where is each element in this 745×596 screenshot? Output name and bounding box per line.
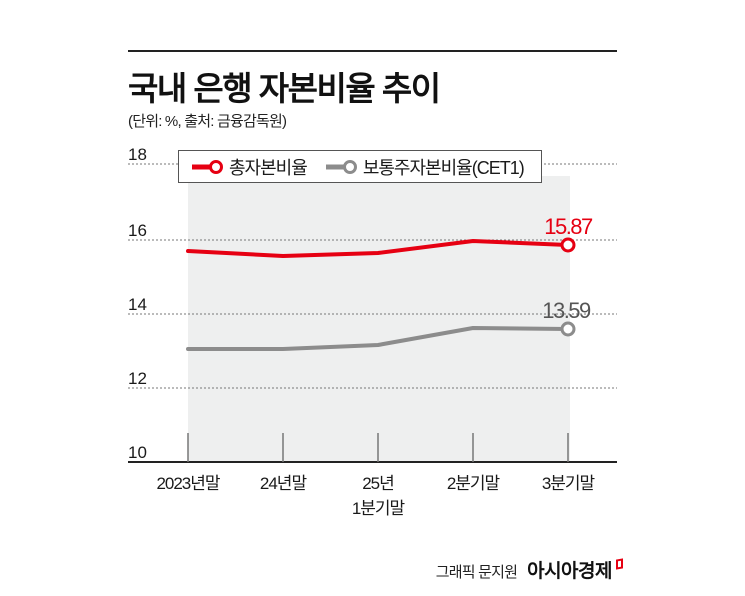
red-line-marker-icon bbox=[192, 159, 223, 174]
publisher-logo: 아시아경제 bbox=[527, 561, 612, 582]
x-label-25q1-line2: 1분기말 bbox=[352, 499, 406, 518]
legend-item-total-capital: 총자본비율 bbox=[191, 154, 308, 180]
title-rule bbox=[128, 50, 617, 52]
x-label-q3: 3분기말 bbox=[542, 474, 596, 493]
gray-line-marker-icon bbox=[325, 159, 357, 174]
brand-mark-icon bbox=[616, 558, 623, 570]
x-label-24: 24년말 bbox=[260, 474, 308, 493]
x-label-25q1-line1: 25년 bbox=[362, 474, 394, 493]
chart-legend: 총자본비율 보통주자본비율(CET1) bbox=[178, 150, 542, 183]
series-cet1-line bbox=[186, 326, 570, 351]
series-total-capital-line bbox=[186, 239, 570, 258]
total-last-value-label: 15.87 bbox=[544, 214, 593, 239]
plot-shade bbox=[188, 176, 570, 462]
legend-item-cet1: 보통주자본비율(CET1) bbox=[325, 154, 525, 180]
legend-label-total-capital: 총자본비율 bbox=[229, 157, 308, 178]
y-axis-labels: 18 16 14 12 10 bbox=[128, 145, 147, 462]
graphic-credit: 그래픽 문지원 bbox=[435, 564, 518, 581]
cet1-last-value-label: 13.59 bbox=[542, 298, 591, 323]
x-label-2023: 2023년말 bbox=[156, 474, 220, 493]
cet1-end-marker bbox=[560, 321, 576, 337]
y-tick-16: 16 bbox=[128, 221, 147, 240]
x-ticks bbox=[187, 433, 569, 462]
y-tick-10: 10 bbox=[128, 443, 147, 462]
y-tick-18: 18 bbox=[128, 145, 147, 164]
credit-line: 그래픽 문지원 아시아경제 bbox=[436, 556, 623, 583]
chart-subtitle: (단위: %, 출처: 금융감독원) bbox=[128, 113, 287, 130]
x-axis-labels: 2023년말 24년말 25년 1분기말 2분기말 3분기말 bbox=[156, 474, 596, 518]
chart-title: 국내 은행 자본비율 추이 bbox=[128, 70, 441, 107]
legend-label-cet1: 보통주자본비율(CET1) bbox=[362, 157, 525, 178]
total-end-marker bbox=[560, 237, 576, 253]
x-label-q2: 2분기말 bbox=[447, 474, 501, 493]
y-tick-14: 14 bbox=[128, 295, 147, 314]
y-tick-12: 12 bbox=[128, 369, 147, 388]
